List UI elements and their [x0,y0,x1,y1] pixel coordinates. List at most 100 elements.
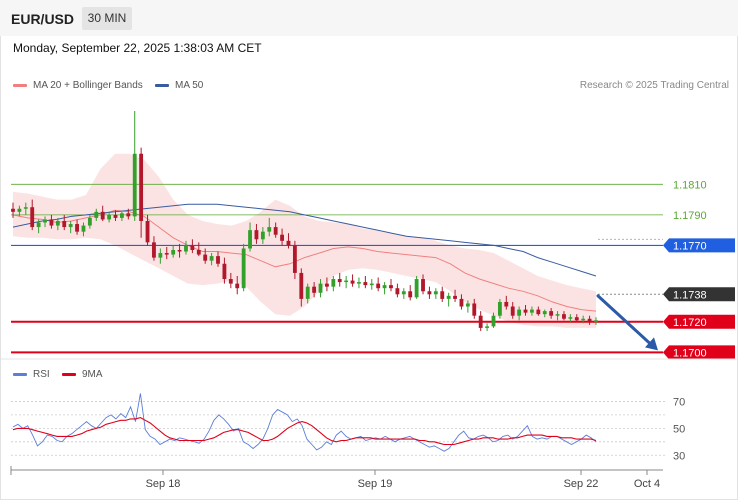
candle [472,303,477,316]
level-label-1.1790: 1.1790 [673,210,707,222]
x-tick-label: Oct 4 [634,478,660,490]
timeframe-button[interactable]: 30 MIN [82,7,132,30]
candle [171,250,176,255]
x-tick-label: Sep 19 [358,478,393,490]
candle [132,153,137,217]
candle [453,295,457,299]
candle [267,227,272,232]
legend-rsi: RSI [13,369,50,380]
symbol-label: EUR/USD [11,11,75,27]
rsi-tick-50: 50 [673,423,685,435]
price-tag-text-1.1720: 1.1720 [673,317,707,329]
candle [459,298,464,307]
bollinger-band [13,153,596,328]
candle [376,283,381,289]
candle [248,230,252,249]
candle [382,285,387,289]
price-tag-1.1720 [663,314,735,329]
candle [517,309,522,316]
candle [523,309,528,313]
candle [196,250,201,255]
candle [190,245,195,250]
candle [75,224,79,232]
candle [357,282,361,284]
candle [318,283,323,293]
chart-datetime: Monday, September 22, 2025 1:38:03 AM CE… [13,41,262,55]
projection-arrow-shaft [596,294,654,347]
candle [100,211,105,220]
candle [241,248,246,289]
candle [126,213,131,217]
candle [504,301,509,307]
rsi-ma-swatch [62,372,76,376]
candle [273,227,278,235]
candle [36,222,41,228]
candle [408,291,413,298]
price-tag-1.1738 [663,287,735,302]
candle [465,303,470,307]
candle [401,291,406,295]
research-credit: Research © 2025 Trading Central [579,80,729,91]
candle [530,309,534,313]
candle [312,286,317,293]
price-tag-1.1770 [663,238,735,253]
candle [81,225,86,232]
rsi-swatch [13,372,27,376]
candle [119,213,124,218]
candle [369,283,374,286]
candle [94,211,99,218]
candle [427,291,432,295]
candle [478,315,483,328]
candle [536,309,541,315]
candle [145,220,150,243]
candle [395,288,400,295]
candle [299,272,304,299]
candle [581,318,586,321]
candle [152,242,156,258]
legend-bollinger: MA 20 + Bollinger Bands [13,80,143,91]
candle [107,214,112,220]
legend-rsi-ma: 9MA [62,369,103,380]
candle [305,286,310,299]
level-label-1.1810: 1.1810 [673,179,707,191]
candle [203,254,208,261]
candle [414,279,419,298]
rsi-ma-line [12,417,597,446]
price-tag-1.1700 [663,345,735,360]
rsi-line [12,393,597,452]
legend-ma50-label: MA 50 [175,80,204,91]
ma50-line [12,203,597,277]
candle [587,318,592,322]
price-tag-text-1.1700: 1.1700 [673,347,707,359]
candle [562,314,566,319]
candle [440,291,445,299]
candle [292,245,297,273]
candle [43,219,47,223]
candle [363,282,368,286]
candle [286,240,291,246]
candle [11,208,15,212]
candle [260,231,265,240]
candle [235,283,240,289]
candle [344,280,349,283]
candle [68,224,73,228]
candle [254,230,259,240]
candle [421,279,425,292]
candle [158,253,163,258]
x-tick-label: Sep 18 [146,478,181,490]
ma50-swatch [155,83,169,87]
candle [485,326,490,328]
candle [446,295,451,299]
rsi-tick-30: 30 [673,450,685,462]
candle [337,279,342,283]
price-tag-text-1.1738: 1.1738 [673,289,707,301]
candle [497,301,502,316]
toolbar: EUR/USD 30 MIN [0,0,738,36]
candle [216,256,220,264]
candle [164,253,169,255]
legend-rsi-ma-label: 9MA [82,369,103,380]
candle [433,291,438,295]
price-tag-text-1.1770: 1.1770 [673,240,707,252]
legend-bollinger-label: MA 20 + Bollinger Bands [33,80,143,91]
